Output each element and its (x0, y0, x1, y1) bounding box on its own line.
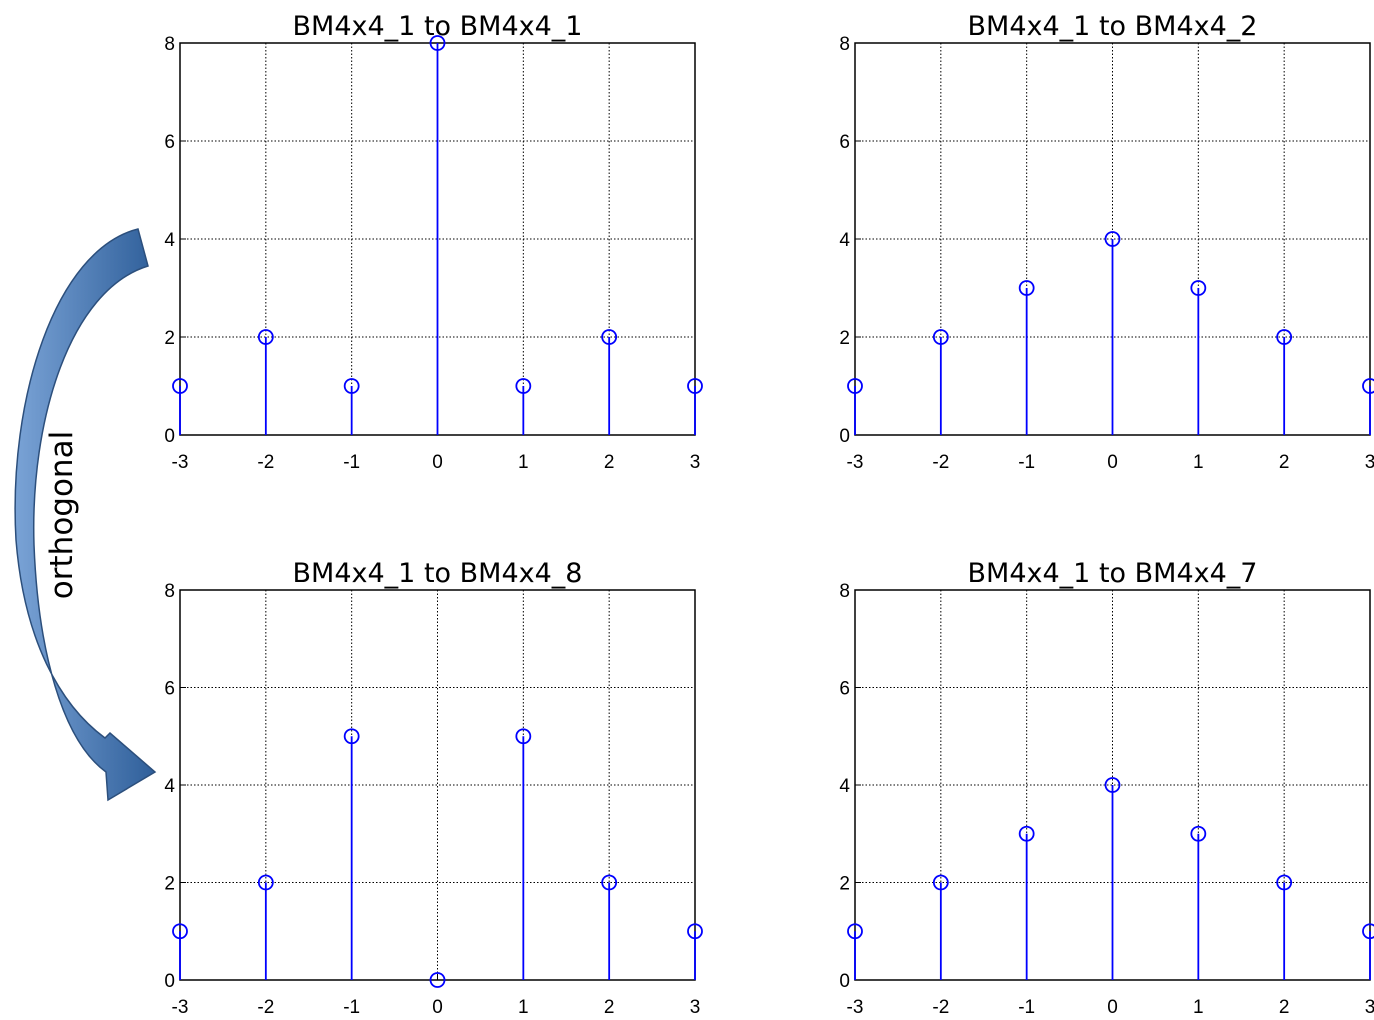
y-tick-label: 2 (839, 328, 850, 349)
y-tick-label: 0 (839, 426, 850, 447)
x-tick-label: -2 (932, 452, 949, 473)
y-tick-label: 8 (164, 34, 175, 55)
y-tick-label: 4 (839, 230, 850, 251)
x-tick-label: -1 (343, 452, 360, 473)
x-tick-label: 3 (690, 997, 701, 1018)
x-tick-label: -2 (257, 452, 274, 473)
y-tick-label: 2 (164, 328, 175, 349)
x-tick-label: 0 (432, 997, 443, 1018)
x-tick-label: 3 (1365, 997, 1374, 1018)
x-tick-label: 1 (1193, 997, 1204, 1018)
subplot: 0 2 4 6 8 -3 -2 -1 0 1 2 3 BM4x4_1 to BM4x4_2 (839, 11, 1374, 473)
x-tick-label: 2 (604, 452, 615, 473)
x-tick-label: 1 (518, 452, 529, 473)
subplot: 0 2 4 6 8 -3 -2 -1 0 1 2 3 BM4x4_1 to BM4x4_7 (839, 558, 1374, 1018)
x-tick-label: -3 (172, 997, 189, 1018)
x-tick-label: 3 (690, 452, 701, 473)
x-tick-label: 0 (1107, 997, 1118, 1018)
x-tick-label: 3 (1365, 452, 1374, 473)
y-tick-label: 6 (839, 132, 850, 153)
annotation: orthogonal (44, 431, 80, 599)
y-tick-label: 0 (164, 426, 175, 447)
x-tick-label: -3 (172, 452, 189, 473)
y-tick-label: 2 (164, 874, 175, 895)
y-tick-label: 6 (839, 679, 850, 700)
figure: orthogonal 0 2 4 6 8 -3 -2 -1 0 1 2 3 BM4x4_1 to BM4… (0, 0, 1374, 1020)
x-tick-label: -3 (847, 997, 864, 1018)
y-tick-label: 4 (164, 230, 175, 251)
subplot: 0 2 4 6 8 -3 -2 -1 0 1 2 3 BM4x4_1 to BM4x4_8 (164, 558, 702, 1018)
x-tick-label: -1 (343, 997, 360, 1018)
y-tick-label: 2 (839, 874, 850, 895)
y-tick-label: 4 (839, 776, 850, 797)
curved-arrow (15, 229, 155, 800)
chart-title: BM4x4_1 to BM4x4_2 (968, 11, 1258, 42)
x-tick-label: -2 (257, 997, 274, 1018)
y-tick-label: 0 (839, 971, 850, 992)
page: orthogonal 0 2 4 6 8 -3 -2 -1 0 1 2 3 BM4x4_1 to BM4… (0, 0, 1374, 1020)
y-tick-label: 8 (839, 34, 850, 55)
x-tick-label: 1 (518, 997, 529, 1018)
x-tick-label: -1 (1018, 997, 1035, 1018)
y-tick-label: 4 (164, 776, 175, 797)
y-tick-label: 8 (839, 581, 850, 602)
x-tick-label: 2 (604, 997, 615, 1018)
y-tick-label: 0 (164, 971, 175, 992)
x-tick-label: -3 (847, 452, 864, 473)
x-tick-label: -2 (932, 997, 949, 1018)
x-tick-label: 2 (1279, 997, 1290, 1018)
chart-title: BM4x4_1 to BM4x4_8 (293, 558, 583, 589)
chart-title: BM4x4_1 to BM4x4_1 (293, 11, 583, 42)
x-tick-label: -1 (1018, 452, 1035, 473)
subplot: 0 2 4 6 8 -3 -2 -1 0 1 2 3 BM4x4_1 to BM4x4_1 (164, 11, 702, 473)
x-tick-label: 0 (432, 452, 443, 473)
y-tick-label: 6 (164, 679, 175, 700)
chart-title: BM4x4_1 to BM4x4_7 (968, 558, 1258, 589)
x-tick-label: 2 (1279, 452, 1290, 473)
y-tick-label: 6 (164, 132, 175, 153)
x-tick-label: 1 (1193, 452, 1204, 473)
x-tick-label: 0 (1107, 452, 1118, 473)
y-tick-label: 8 (164, 581, 175, 602)
